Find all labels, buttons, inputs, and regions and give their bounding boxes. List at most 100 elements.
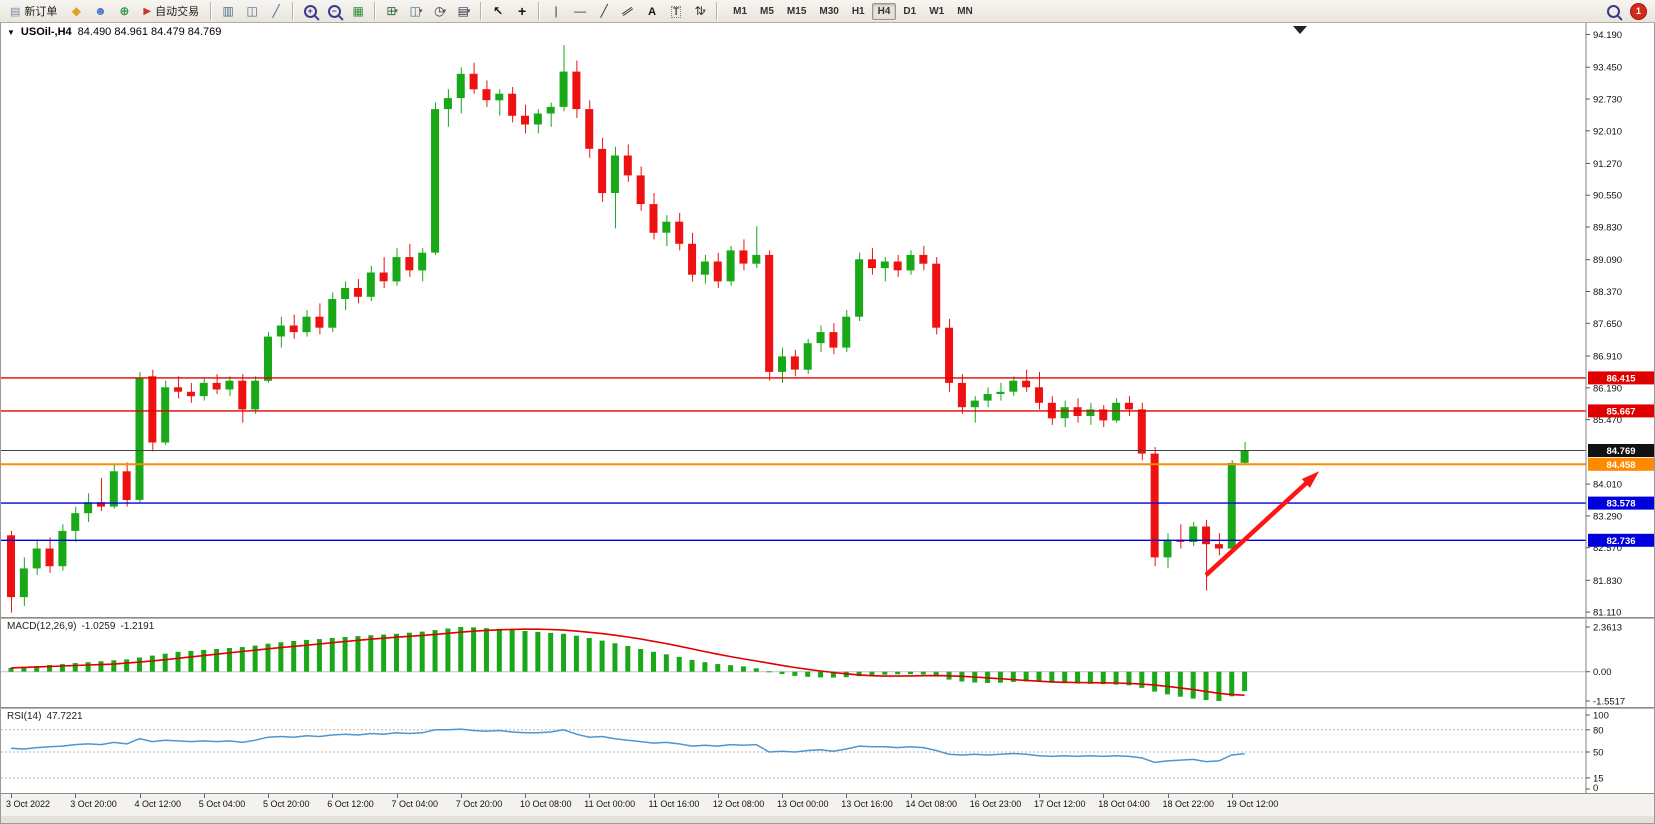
candle-body: [71, 513, 80, 531]
timeframe-mn[interactable]: MN: [957, 5, 973, 17]
candle-body: [1227, 462, 1236, 549]
line-chart-icon[interactable]: [272, 4, 279, 18]
candle-body: [1189, 526, 1198, 542]
macd-hist-bar: [1139, 671, 1145, 688]
grid-icon[interactable]: [352, 4, 363, 18]
community-icon[interactable]: [94, 4, 107, 18]
timeframe-d1[interactable]: D1: [903, 5, 917, 17]
candle-body: [341, 288, 350, 299]
time-axis-label: 6 Oct 12:00: [327, 799, 374, 809]
macd-hist-bar: [535, 631, 541, 672]
candle-body: [392, 257, 401, 282]
macd-value-main: -1.0259: [81, 621, 116, 632]
timeframe-w1[interactable]: W1: [929, 5, 945, 17]
rsi-chart[interactable]: 100 80 50 150: [1, 709, 1655, 793]
time-axis-tick: [203, 794, 205, 798]
macd-hist-bar: [432, 630, 438, 672]
vertical-line-icon[interactable]: [555, 4, 558, 18]
macd-hist-bar: [278, 642, 284, 672]
macd-panel: 2.3613 0.00 -1.5517 MACD(12,26,9) -1.0259 …: [1, 619, 1654, 707]
time-axis[interactable]: 3 Oct 2022 3 Oct 20:00 4 Oct 12:00 5 Oct 04…: [1, 793, 1654, 816]
macd-hist-bar: [1023, 671, 1029, 682]
price-chart[interactable]: 94.190 93.450 92.730 92.010 91.270 90.550 89.8…: [1, 23, 1655, 617]
candle-body: [315, 316, 324, 328]
candle-body: [739, 250, 748, 264]
candlestick-chart-icon[interactable]: [246, 4, 257, 18]
chart-shift-marker[interactable]: [1293, 26, 1307, 34]
timeframe-h4[interactable]: H4: [871, 2, 897, 20]
candle-body: [1124, 402, 1133, 410]
timeframe-m5[interactable]: M5: [760, 5, 774, 17]
channel-icon[interactable]: [621, 5, 636, 18]
crosshair-icon[interactable]: [518, 3, 526, 19]
price-badge-label: 85.667: [1606, 406, 1635, 417]
autotrading-play-icon: [143, 5, 151, 17]
chart-expand-icon[interactable]: ▼: [7, 27, 15, 37]
time-axis-tick: [1167, 794, 1169, 798]
timeframe-m15[interactable]: M15: [786, 5, 807, 17]
time-axis-tick: [332, 794, 334, 798]
candle-body: [1022, 380, 1031, 388]
macd-hist-bar: [856, 671, 862, 677]
trendline-icon[interactable]: [600, 4, 607, 18]
macd-hist-bar: [34, 666, 40, 672]
notification-badge[interactable]: 1: [1630, 2, 1647, 20]
trend-arrow[interactable]: [1204, 476, 1314, 577]
candle-body: [829, 332, 838, 348]
macd-hist-bar: [394, 633, 399, 672]
price-axis-label: 83.290: [1593, 511, 1622, 522]
time-axis-label: 3 Oct 2022: [6, 799, 51, 809]
globe-icon[interactable]: [119, 4, 129, 18]
timeframe-m30[interactable]: M30: [819, 5, 839, 17]
macd-hist-bar: [1010, 671, 1016, 682]
text-icon[interactable]: [648, 4, 656, 18]
timeframe-m1[interactable]: M1: [733, 5, 748, 17]
macd-hist-bar: [21, 666, 27, 672]
price-axis-label: 86.190: [1593, 383, 1622, 394]
candle-body: [945, 327, 954, 383]
time-axis-tick: [974, 794, 976, 798]
candle-body: [957, 382, 966, 408]
macd-hist-bar: [419, 631, 425, 672]
zoom-in-icon[interactable]: +: [303, 4, 317, 18]
candle-body: [431, 109, 440, 253]
panel-splitter[interactable]: [1, 707, 1654, 709]
time-axis-label: 11 Oct 00:00: [584, 799, 636, 809]
time-axis-tick: [1103, 794, 1105, 798]
macd-axis-label: 2.3613: [1593, 623, 1622, 634]
candle-body: [1073, 407, 1082, 416]
text-label-icon[interactable]: [671, 4, 682, 18]
time-axis-label: 12 Oct 08:00: [712, 799, 765, 809]
window-bottom-edge: [1, 816, 1654, 823]
cursor-icon[interactable]: [493, 4, 503, 18]
candle-body: [238, 380, 247, 410]
search-icon[interactable]: [1606, 4, 1620, 18]
macd-hist-bar: [239, 647, 245, 672]
macd-hist-bar: [137, 657, 142, 672]
price-axis-label: 84.010: [1593, 480, 1622, 491]
time-axis-tick: [653, 794, 655, 798]
bar-chart-icon[interactable]: [222, 4, 233, 18]
autotrading-button[interactable]: 自动交易: [137, 1, 205, 21]
coins-icon[interactable]: [72, 4, 81, 18]
candle-body: [713, 261, 722, 282]
macd-hist-bar: [933, 671, 939, 677]
candle-body: [765, 254, 774, 372]
candle-body: [379, 272, 388, 282]
time-axis-label: 17 Oct 12:00: [1034, 799, 1086, 809]
horizontal-line-icon[interactable]: [574, 4, 586, 18]
zoom-out-icon[interactable]: −: [327, 4, 341, 18]
timeframe-h1[interactable]: H1: [851, 5, 865, 17]
price-axis-label: 86.910: [1593, 352, 1622, 363]
new-order-button[interactable]: 新订单: [4, 1, 63, 21]
panel-splitter[interactable]: [1, 617, 1654, 619]
new-order-label: 新订单: [24, 6, 58, 18]
macd-hist-bar: [1049, 671, 1055, 683]
price-axis-label: 87.650: [1593, 319, 1622, 330]
trend-arrow-head[interactable]: [1301, 471, 1320, 488]
price-badge: [1588, 457, 1654, 471]
macd-hist-bar: [1087, 671, 1093, 684]
macd-hist-bar: [1100, 671, 1106, 685]
macd-chart[interactable]: 2.3613 0.00 -1.5517: [1, 619, 1655, 707]
